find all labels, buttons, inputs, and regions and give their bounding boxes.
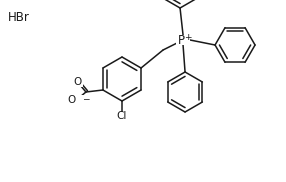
Text: HBr: HBr <box>8 11 30 24</box>
FancyBboxPatch shape <box>115 112 129 120</box>
Text: O: O <box>74 77 82 87</box>
FancyBboxPatch shape <box>71 95 85 104</box>
Text: −: − <box>82 94 89 103</box>
FancyBboxPatch shape <box>73 78 83 87</box>
Text: P: P <box>178 33 184 46</box>
Text: O: O <box>67 95 76 105</box>
FancyBboxPatch shape <box>176 35 190 45</box>
Text: Cl: Cl <box>117 111 127 121</box>
Text: +: + <box>184 33 192 41</box>
